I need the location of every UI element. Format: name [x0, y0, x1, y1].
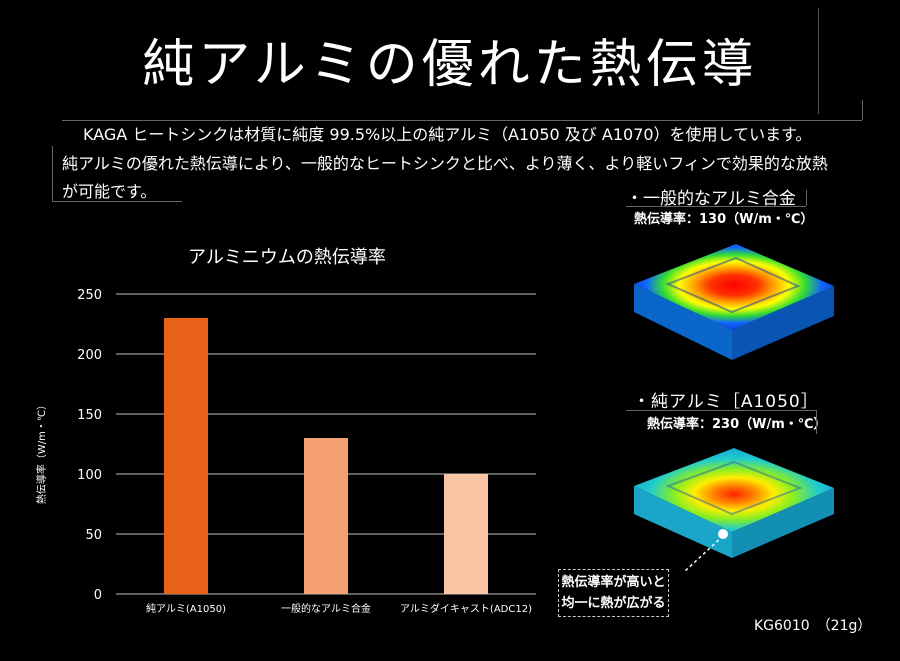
intro-border-top	[62, 120, 862, 121]
intro-border-left	[52, 146, 53, 202]
pure-thermal-image	[634, 448, 834, 558]
page-title: 純アルミの優れた熱伝導	[142, 35, 758, 95]
pure-label: ・純アルミ［A1050］	[633, 392, 819, 412]
intro-border-right	[862, 100, 863, 120]
y-tick-label-50: 50	[85, 528, 102, 543]
bar-0	[164, 318, 208, 594]
x-tick-label-1: 一般的なアルミ合金	[281, 602, 371, 615]
chart-y-axis-label: 熱伝導率（W/m・℃）	[37, 399, 48, 505]
y-tick-label-200: 200	[77, 348, 102, 363]
chart-title: アルミニウムの熱伝導率	[188, 247, 386, 268]
pure-conductivity: 熱伝導率：230（W/m・℃）	[647, 417, 827, 432]
callout-line-1: 熱伝導率が高いと	[561, 575, 666, 590]
intro-line-1: KAGA ヒートシンクは材質に純度 99.5%以上の純アルミ（A1050 及び …	[83, 125, 812, 144]
y-tick-label-150: 150	[77, 408, 102, 423]
alloy-conductivity: 熱伝導率：130（W/m・℃）	[634, 212, 814, 227]
intro-line-3: が可能です。	[62, 182, 157, 201]
intro-border-bottom	[52, 201, 182, 202]
callout-line-2: 均一に熱が広がる	[561, 596, 666, 611]
alloy-label-rule-v	[806, 190, 807, 206]
intro-line-2: 純アルミの優れた熱伝導により、一般的なヒートシンクと比べ、より薄く、より軽いフィ…	[62, 154, 828, 173]
alloy-label-rule	[626, 206, 806, 207]
bar-1	[304, 438, 348, 594]
alloy-label: ・一般的なアルミ合金	[626, 189, 796, 209]
callout-pointer	[683, 535, 724, 573]
model-code: KG6010 （21g）	[754, 618, 872, 634]
pure-label-rule	[626, 410, 816, 411]
y-tick-label-100: 100	[77, 468, 102, 483]
alloy-thermal-image	[634, 244, 834, 360]
callout-box: 熱伝導率が高いと 均一に熱が広がる	[558, 569, 669, 617]
pure-label-rule-v	[816, 410, 817, 434]
y-tick-label-0: 0	[94, 588, 102, 603]
bar-2	[444, 474, 488, 594]
x-tick-label-2: アルミダイキャスト(ADC12)	[400, 602, 532, 615]
x-tick-label-0: 純アルミ(A1050)	[146, 602, 226, 615]
y-tick-label-250: 250	[77, 288, 102, 303]
bar-chart: 0 50 100 150 200 250 純アルミ(A1050) 一般的なアルミ合金 アルミダイ…	[77, 288, 536, 615]
title-divider	[818, 8, 819, 114]
